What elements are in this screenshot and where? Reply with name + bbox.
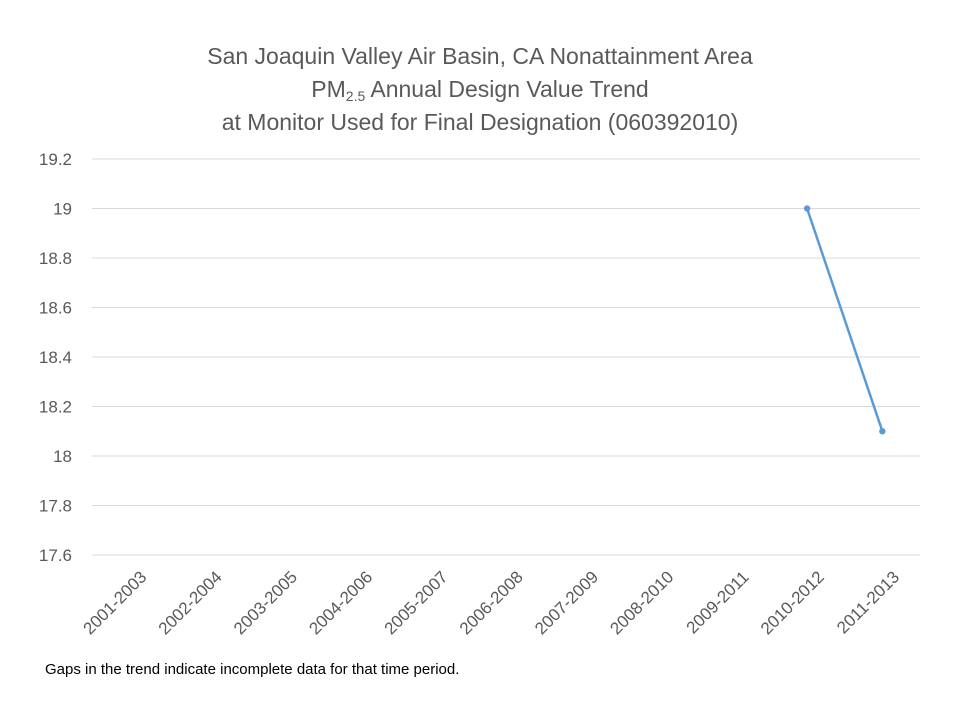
y-tick-label: 19.2: [39, 150, 72, 169]
y-tick-label: 18.8: [39, 249, 72, 268]
x-tick-label: 2010-2012: [757, 567, 828, 638]
x-tick-label: 2002-2004: [155, 567, 226, 638]
y-tick-label: 18: [53, 447, 72, 466]
y-tick-label: 18.6: [39, 299, 72, 318]
x-tick-label: 2005-2007: [381, 567, 452, 638]
x-tick-label: 2007-2009: [531, 567, 602, 638]
y-tick-label: 17.8: [39, 497, 72, 516]
chart-title-line1: San Joaquin Valley Air Basin, CA Nonatta…: [207, 43, 753, 69]
data-point: [803, 205, 811, 212]
x-tick-label: 2006-2008: [456, 567, 527, 638]
chart-title-line3: at Monitor Used for Final Designation (0…: [221, 109, 739, 135]
title-pm-text: PM: [311, 76, 346, 102]
series: [803, 205, 886, 435]
title-pm-subscript: 2.5: [345, 88, 366, 104]
x-axis-tick-labels: 2001-2003 2002-2004 2003-2005 2004-2006 2005…: [80, 567, 904, 638]
x-tick-label: 2004-2006: [305, 567, 376, 638]
x-tick-label: 2009-2011: [683, 567, 753, 637]
y-tick-label: 18.4: [39, 348, 72, 367]
data-point: [879, 428, 886, 435]
y-axis-tick-labels: 17.6 17.8 18 18.2 18.4 18.6 18.8 19 19.2: [39, 150, 72, 565]
y-tick-label: 18.2: [39, 398, 72, 417]
series-line: [805, 208, 884, 432]
x-tick-label: 2001-2003: [80, 567, 151, 638]
y-tick-label: 19: [53, 200, 72, 219]
chart-title-line2: PM2.5 Annual Design Value Trend: [0, 73, 960, 106]
y-tick-label: 17.6: [39, 546, 72, 565]
gridlines: [92, 158, 920, 556]
x-tick-label: 2011-2013: [833, 567, 903, 637]
chart-title: San Joaquin Valley Air Basin, CA Nonatta…: [0, 40, 960, 139]
x-tick-label: 2003-2005: [230, 567, 301, 638]
title-suffix-text: Annual Design Value Trend: [365, 76, 649, 102]
x-tick-label: 2008-2010: [606, 567, 677, 638]
footnote: Gaps in the trend indicate incomplete da…: [45, 661, 460, 678]
